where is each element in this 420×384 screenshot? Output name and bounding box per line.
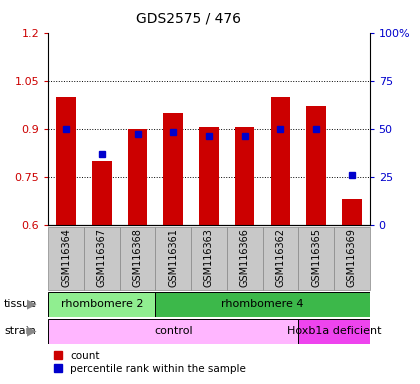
Bar <box>48 292 155 317</box>
Bar <box>334 227 370 290</box>
Bar <box>92 161 112 225</box>
Text: GSM116364: GSM116364 <box>61 228 71 287</box>
Text: GDS2575 / 476: GDS2575 / 476 <box>136 12 241 25</box>
Bar <box>235 127 255 225</box>
Bar <box>199 127 219 225</box>
Bar <box>227 227 262 290</box>
Text: GSM116363: GSM116363 <box>204 228 214 287</box>
Text: tissue: tissue <box>4 299 37 310</box>
Bar <box>342 199 362 225</box>
Bar <box>48 227 84 290</box>
Bar <box>298 227 334 290</box>
Bar <box>84 227 120 290</box>
Text: GSM116365: GSM116365 <box>311 228 321 288</box>
Text: ▶: ▶ <box>27 325 36 338</box>
Legend: count, percentile rank within the sample: count, percentile rank within the sample <box>53 351 246 374</box>
Bar <box>128 129 147 225</box>
Text: rhombomere 4: rhombomere 4 <box>221 299 304 310</box>
Text: rhombomere 2: rhombomere 2 <box>60 299 143 310</box>
Text: GSM116366: GSM116366 <box>240 228 249 287</box>
Bar <box>155 292 370 317</box>
Bar <box>48 319 298 344</box>
Bar <box>306 106 326 225</box>
Text: GSM116367: GSM116367 <box>97 228 107 288</box>
Text: GSM116369: GSM116369 <box>347 228 357 287</box>
Bar <box>262 227 298 290</box>
Bar <box>191 227 227 290</box>
Text: GSM116362: GSM116362 <box>276 228 285 288</box>
Bar <box>120 227 155 290</box>
Text: GSM116361: GSM116361 <box>168 228 178 287</box>
Bar <box>163 113 183 225</box>
Text: strain: strain <box>4 326 36 336</box>
Bar <box>270 97 290 225</box>
Bar <box>155 227 191 290</box>
Bar <box>56 97 76 225</box>
Text: ▶: ▶ <box>27 298 36 311</box>
Bar <box>298 319 370 344</box>
Text: GSM116368: GSM116368 <box>133 228 142 287</box>
Text: Hoxb1a deficient: Hoxb1a deficient <box>286 326 381 336</box>
Text: control: control <box>154 326 192 336</box>
